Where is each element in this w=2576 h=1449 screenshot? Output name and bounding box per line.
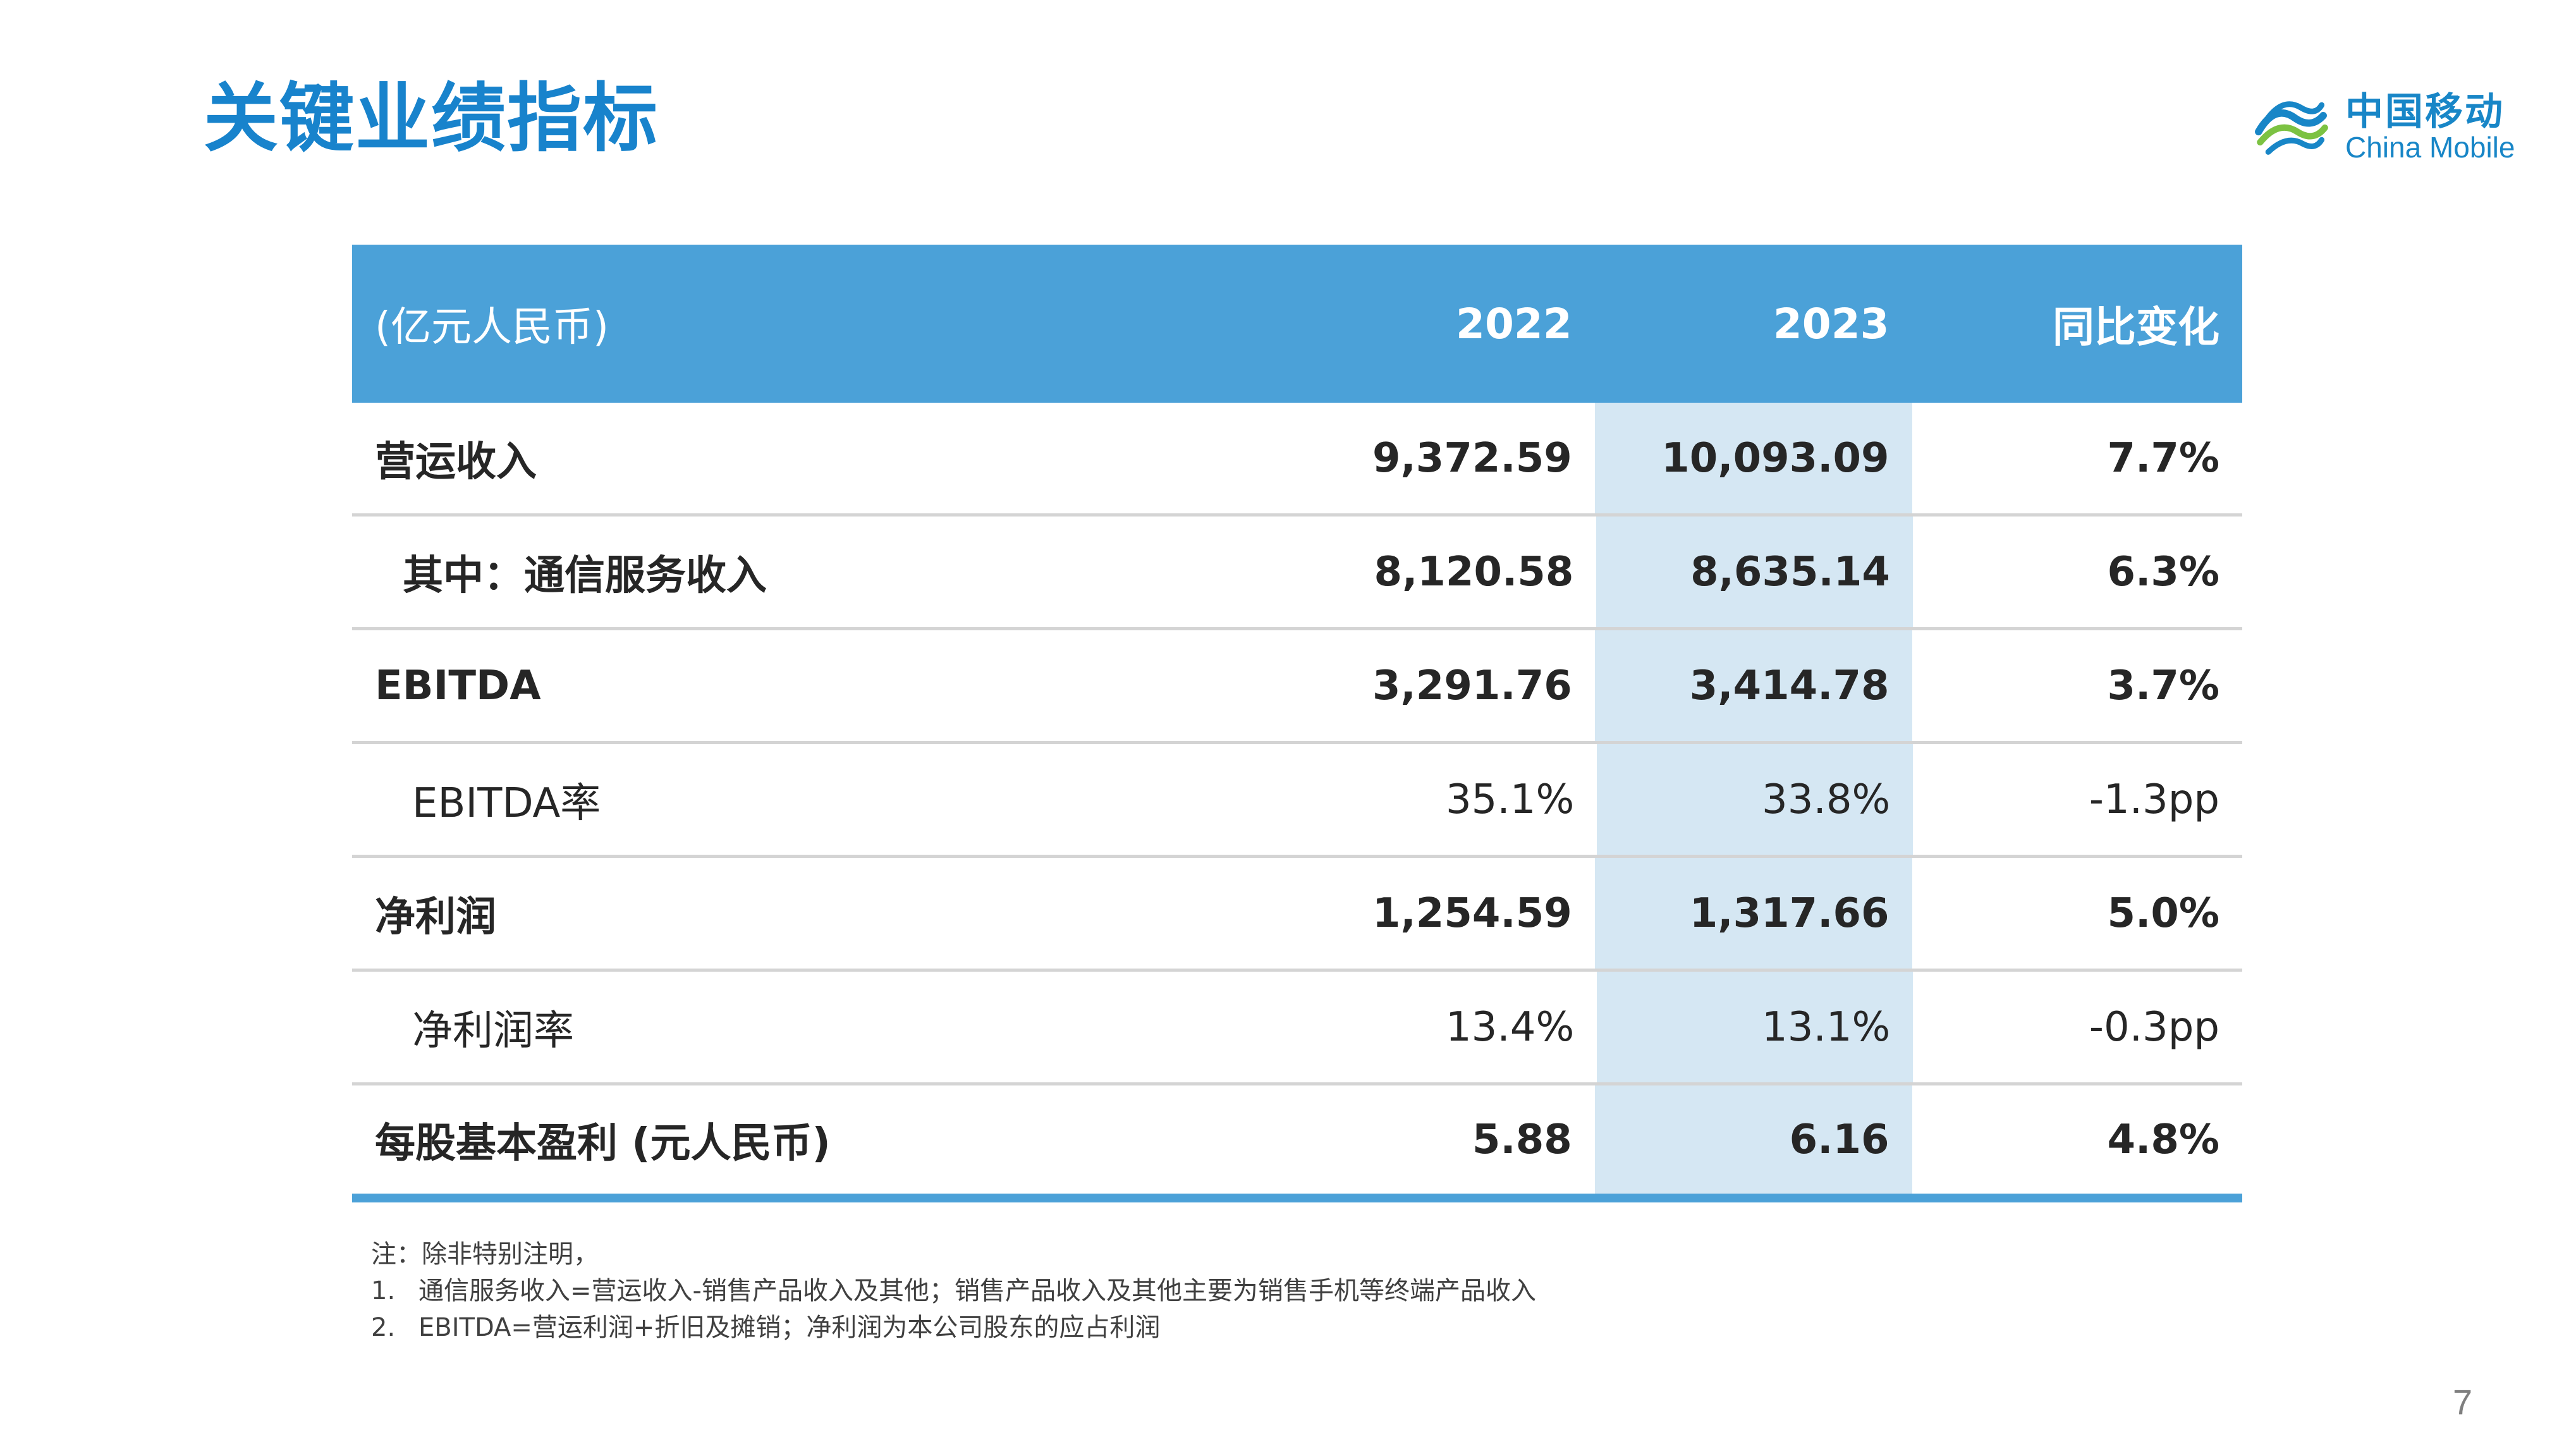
page-number: 7: [2453, 1382, 2473, 1422]
value-2022: 35.1%: [1445, 776, 1575, 823]
logo-name-cn: 中国移动: [2345, 90, 2505, 135]
kpi-table: (亿元人民币) 2022 2023 同比变化 营运收入 9,372.59 10,…: [352, 245, 2242, 1202]
row-label: EBITDA率: [412, 780, 601, 827]
table-row: EBITDA率 35.1% 33.8% -1.3pp: [352, 744, 2242, 858]
header-2022: 2022: [1456, 299, 1572, 348]
table-row: 其中：通信服务收入 8,120.58 8,635.14 6.3%: [352, 517, 2242, 630]
value-change: -1.3pp: [2089, 776, 2219, 823]
footnote-item: 1. 通信服务收入=营运收入-销售产品收入及其他；销售产品收入及其他主要为销售手…: [371, 1273, 1536, 1309]
table-row: 净利润 1,254.59 1,317.66 5.0%: [352, 858, 2242, 972]
value-2022: 3,291.76: [1372, 662, 1572, 709]
value-2023: 33.8%: [1597, 744, 1914, 855]
value-2023: 8,635.14: [1596, 517, 1913, 627]
row-label: 营运收入: [375, 438, 537, 486]
value-2022: 13.4%: [1445, 1003, 1575, 1051]
china-mobile-logo: 中国移动 China Mobile: [2250, 87, 2515, 168]
value-2023: 3,414.78: [1594, 630, 1912, 741]
table-row: 每股基本盈利 (元人民币) 5.88 6.16 4.8%: [352, 1085, 2242, 1202]
header-unit: (亿元人民币): [375, 304, 609, 351]
row-label: 每股基本盈利 (元人民币): [375, 1120, 831, 1167]
row-label: 净利润: [375, 893, 496, 941]
table-row: 营运收入 9,372.59 10,093.09 7.7%: [352, 403, 2242, 517]
value-2023: 10,093.09: [1594, 403, 1912, 513]
row-label: 其中：通信服务收入: [403, 552, 767, 599]
header-yoy-change: 同比变化: [2053, 303, 2219, 352]
value-change: -0.3pp: [2089, 1003, 2219, 1051]
footnotes: 注：除非特别注明， 1. 通信服务收入=营运收入-销售产品收入及其他；销售产品收…: [371, 1236, 1536, 1346]
value-change: 6.3%: [2107, 548, 2220, 596]
value-2023: 6.16: [1594, 1085, 1912, 1194]
value-2022: 5.88: [1472, 1116, 1572, 1163]
value-change: 5.0%: [2107, 890, 2220, 937]
value-change: 3.7%: [2107, 662, 2220, 709]
footnote-intro: 注：除非特别注明，: [371, 1240, 599, 1269]
footnote-number: 2.: [371, 1313, 396, 1342]
footnote-text: 通信服务收入=营运收入-销售产品收入及其他；销售产品收入及其他主要为销售手机等终…: [418, 1276, 1536, 1305]
footnote-item: 2. EBITDA=营运利润+折旧及摊销；净利润为本公司股东的应占利润: [371, 1309, 1536, 1346]
value-2022: 1,254.59: [1372, 890, 1572, 937]
china-mobile-logo-icon: [2255, 101, 2328, 155]
value-2022: 9,372.59: [1372, 434, 1572, 482]
table-row: EBITDA 3,291.76 3,414.78 3.7%: [352, 630, 2242, 744]
row-label: 净利润率: [412, 1007, 574, 1055]
page-title: 关键业绩指标: [204, 75, 659, 162]
value-change: 7.7%: [2107, 434, 2220, 482]
row-label: EBITDA: [375, 662, 541, 709]
table-header-row: (亿元人民币) 2022 2023 同比变化: [352, 245, 2242, 403]
value-2023: 1,317.66: [1594, 858, 1912, 969]
table-row: 净利润率 13.4% 13.1% -0.3pp: [352, 972, 2242, 1085]
value-2022: 8,120.58: [1374, 548, 1574, 596]
header-2023: 2023: [1773, 299, 1889, 348]
value-2023: 13.1%: [1597, 972, 1914, 1082]
footnote-text: EBITDA=营运利润+折旧及摊销；净利润为本公司股东的应占利润: [418, 1313, 1161, 1342]
footnote-number: 1.: [371, 1276, 396, 1305]
logo-name-en: China Mobile: [2345, 131, 2515, 164]
value-change: 4.8%: [2107, 1116, 2220, 1163]
